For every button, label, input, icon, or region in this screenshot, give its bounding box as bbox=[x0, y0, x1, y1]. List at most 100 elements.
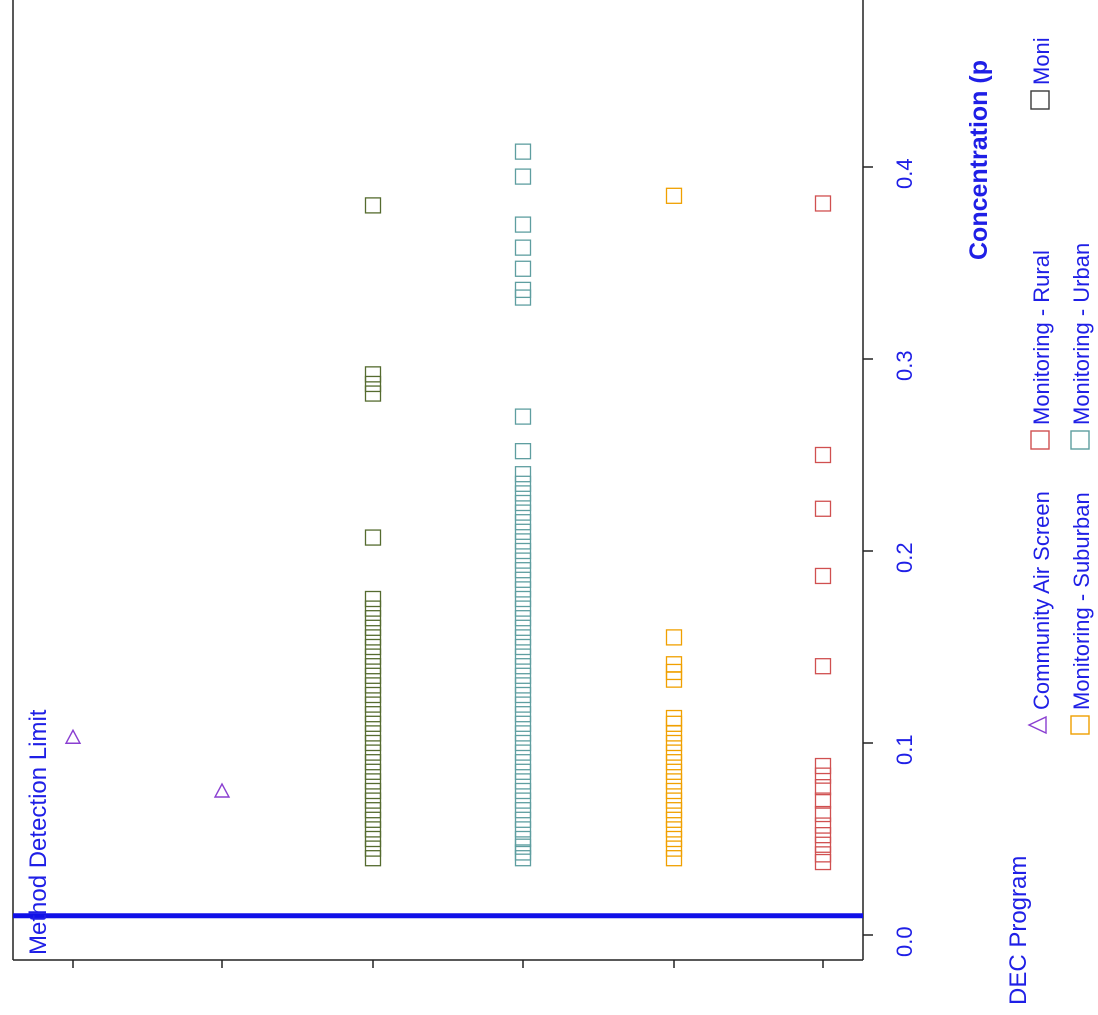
square-point bbox=[814, 836, 832, 853]
x-tick-label: 0.4 bbox=[892, 158, 917, 189]
square-point bbox=[665, 840, 683, 857]
square-point bbox=[364, 744, 382, 761]
square-point bbox=[514, 143, 532, 160]
square-point bbox=[814, 779, 832, 796]
legend-symbol bbox=[1070, 430, 1090, 450]
square-point bbox=[514, 581, 532, 598]
square-point bbox=[665, 656, 683, 673]
square-point bbox=[364, 763, 382, 780]
square-point bbox=[364, 629, 382, 646]
square-point bbox=[514, 610, 532, 627]
square-point bbox=[364, 375, 382, 393]
legend-symbol bbox=[1030, 430, 1050, 450]
square-point bbox=[514, 443, 532, 460]
square-point bbox=[364, 696, 382, 713]
square-point bbox=[665, 850, 683, 867]
square-point bbox=[364, 734, 382, 752]
legend-label: Monitoring - Suburban bbox=[1069, 492, 1094, 710]
square-point bbox=[814, 792, 832, 809]
square-point bbox=[364, 715, 382, 732]
square-point bbox=[665, 792, 683, 809]
square-point bbox=[514, 504, 532, 521]
square-point bbox=[514, 715, 532, 732]
square-point bbox=[364, 706, 382, 723]
legend-label: Community Air Screen bbox=[1029, 491, 1054, 710]
square-point bbox=[814, 827, 832, 844]
square-point bbox=[514, 734, 532, 752]
x-tick-label: 0.0 bbox=[892, 926, 917, 957]
square-point bbox=[514, 590, 532, 608]
square-point bbox=[514, 494, 532, 512]
square-point bbox=[514, 552, 532, 569]
square-point bbox=[364, 754, 382, 771]
square-point bbox=[514, 811, 532, 828]
square-point bbox=[514, 629, 532, 646]
square-point bbox=[514, 542, 532, 560]
square-point bbox=[364, 802, 382, 819]
square-point bbox=[814, 195, 832, 212]
square-point bbox=[514, 844, 532, 861]
square-point bbox=[665, 709, 683, 727]
square-point bbox=[514, 754, 532, 771]
square-point bbox=[514, 216, 532, 233]
square-point bbox=[514, 562, 532, 579]
square-point bbox=[514, 696, 532, 713]
square-point bbox=[364, 821, 382, 838]
square-point bbox=[665, 811, 683, 828]
square-point bbox=[364, 648, 382, 665]
legend: DEC Program Community Air Screen Monitori… bbox=[1005, 37, 1094, 1005]
square-point bbox=[814, 446, 832, 464]
legend-title: DEC Program bbox=[1005, 856, 1032, 1005]
legend-symbol bbox=[1070, 715, 1090, 735]
square-point bbox=[364, 782, 382, 800]
square-point bbox=[364, 773, 382, 790]
square-point bbox=[514, 239, 532, 256]
square-point bbox=[514, 725, 532, 742]
square-point bbox=[514, 648, 532, 665]
square-point bbox=[514, 658, 532, 675]
square-point bbox=[364, 725, 382, 742]
square-point bbox=[514, 475, 532, 492]
x-tick-label: 0.3 bbox=[892, 350, 917, 381]
x-tick-label: 0.1 bbox=[892, 734, 917, 765]
x-axis-ticks: 0.00.10.20.30.40. bbox=[863, 158, 917, 957]
square-point bbox=[364, 667, 382, 684]
square-point bbox=[364, 385, 382, 402]
square-point bbox=[514, 571, 532, 588]
square-point bbox=[364, 658, 382, 675]
square-point bbox=[814, 658, 832, 675]
square-point bbox=[814, 767, 832, 784]
square-point bbox=[364, 600, 382, 617]
square-point bbox=[514, 686, 532, 704]
square-point bbox=[814, 846, 832, 863]
legend-label: Monitoring - Urban bbox=[1069, 243, 1094, 425]
square-point bbox=[514, 533, 532, 550]
category-ticks bbox=[72, 960, 824, 968]
x-axis-title: Concentration (p bbox=[965, 60, 993, 260]
square-point bbox=[514, 802, 532, 819]
square-point bbox=[514, 744, 532, 761]
square-point bbox=[514, 830, 532, 848]
square-point bbox=[364, 830, 382, 848]
square-point bbox=[364, 590, 382, 608]
square-point bbox=[514, 408, 532, 425]
square-point bbox=[364, 850, 382, 867]
square-point bbox=[665, 821, 683, 838]
square-point bbox=[665, 725, 683, 742]
square-point bbox=[364, 366, 382, 383]
square-point bbox=[514, 523, 532, 540]
square-point bbox=[814, 567, 832, 585]
square-point bbox=[665, 782, 683, 800]
square-point bbox=[514, 763, 532, 780]
legend-label: Moni bbox=[1029, 37, 1054, 85]
square-point bbox=[514, 677, 532, 694]
x-tick-label: 0.2 bbox=[892, 542, 917, 573]
square-point bbox=[665, 744, 683, 761]
square-point bbox=[514, 792, 532, 809]
square-point bbox=[514, 514, 532, 531]
square-point bbox=[364, 638, 382, 656]
square-point bbox=[364, 840, 382, 857]
triangle-point bbox=[64, 728, 82, 744]
square-point bbox=[364, 677, 382, 694]
